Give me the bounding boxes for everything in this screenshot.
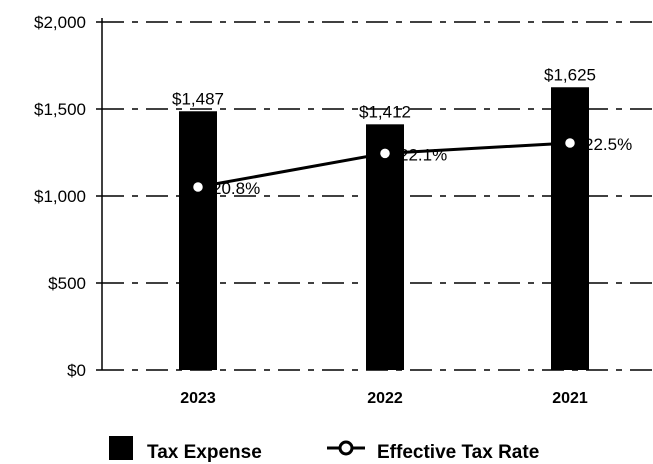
legend: Tax Expense Effective Tax Rate [109,436,539,463]
bar-value-label: $1,625 [544,65,596,84]
y-tick-label: $2,000 [34,13,86,32]
line-series [190,135,578,195]
x-tick-labels: 2023 2022 2021 [180,390,588,407]
legend-label-tax-expense: Tax Expense [147,442,262,463]
line-data-labels: 20.8% 22.1% 22.5% [212,135,632,198]
x-tick-label: 2021 [552,390,588,407]
bar [366,124,404,370]
legend-marker-effective-tax-rate [338,440,354,456]
rate-value-label: 20.8% [212,179,260,198]
bar-series [179,87,589,371]
rate-point [377,146,393,161]
x-tick-label: 2022 [367,390,403,407]
rate-point [190,179,206,195]
rate-value-label: 22.1% [399,145,447,164]
y-tick-label: $1,500 [34,100,86,119]
y-tick-label: $500 [48,274,86,293]
y-tick-labels: $0 $500 $1,000 $1,500 $2,000 [34,13,86,380]
bar-data-labels: $1,487 $1,412 $1,625 [172,65,596,121]
y-tick-label: $1,000 [34,187,86,206]
rate-point [562,135,578,151]
bar-value-label: $1,487 [172,89,224,108]
legend-swatch-tax-expense [109,436,133,460]
bar [551,87,589,370]
bar [179,111,217,371]
legend-label-effective-tax-rate: Effective Tax Rate [377,442,539,463]
x-tick-label: 2023 [180,390,216,407]
bar-value-label: $1,412 [359,102,411,121]
rate-value-label: 22.5% [584,135,632,154]
y-tick-label: $0 [67,361,86,380]
